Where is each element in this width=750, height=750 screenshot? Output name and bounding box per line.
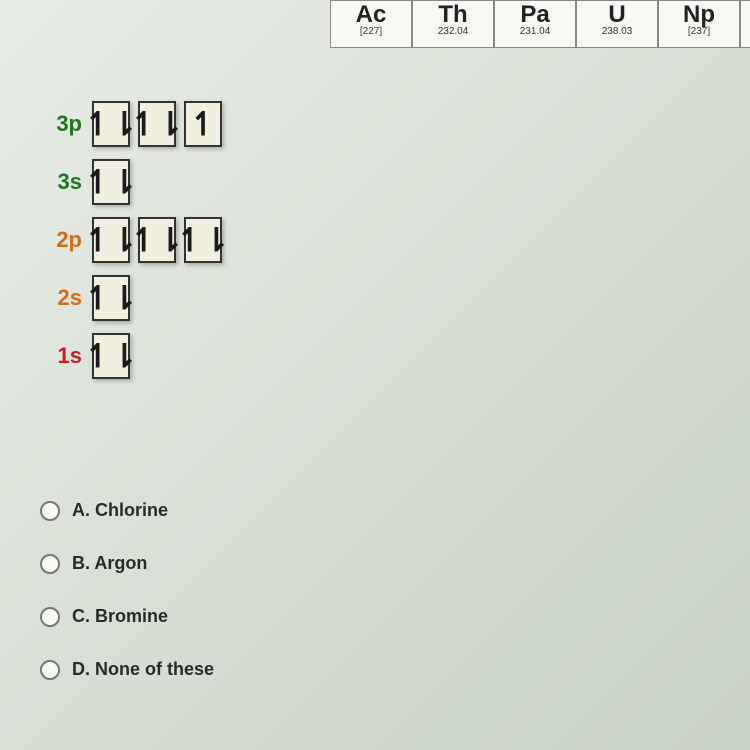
spin-up-arrow (84, 166, 111, 198)
orbital-row-2s: 2s (40, 274, 222, 322)
radio-button[interactable] (40, 607, 60, 627)
orbital-label: 3p (40, 111, 82, 137)
spin-up-arrow (84, 282, 111, 314)
orbital-box (92, 159, 130, 205)
orbital-box (138, 217, 176, 263)
answer-option-b[interactable]: B. Argon (40, 553, 214, 574)
orbital-row-3s: 3s (40, 158, 222, 206)
orbital-label: 2s (40, 285, 82, 311)
element-cell-partial (740, 0, 750, 48)
element-symbol: Ac-- (331, 3, 411, 27)
periodic-table-row: Ac--[227]Th--232.04Pa--231.04U--238.03Np… (330, 0, 750, 48)
element-mass: [237] (659, 27, 739, 37)
answer-text: A. Chlorine (72, 500, 168, 521)
orbital-box (184, 101, 222, 147)
orbital-box (92, 101, 130, 147)
element-cell-np: Np--[237] (658, 0, 740, 48)
spin-up-arrow (176, 224, 203, 256)
answer-text: C. Bromine (72, 606, 168, 627)
orbital-box (92, 275, 130, 321)
radio-button[interactable] (40, 660, 60, 680)
element-mass: [227] (331, 27, 411, 37)
answer-option-a[interactable]: A. Chlorine (40, 500, 214, 521)
orbital-box (184, 217, 222, 263)
spin-down-arrow (111, 340, 138, 372)
element-symbol: Th-- (413, 3, 493, 27)
orbital-box (138, 101, 176, 147)
element-symbol: U-- (577, 3, 657, 27)
orbital-box (92, 217, 130, 263)
electron-configuration-diagram: 3p 3s 2p 2s 1s (40, 100, 222, 390)
answer-option-c[interactable]: C. Bromine (40, 606, 214, 627)
spin-down-arrow (111, 166, 138, 198)
answer-option-d[interactable]: D. None of these (40, 659, 214, 680)
radio-button[interactable] (40, 501, 60, 521)
spin-down-arrow (111, 282, 138, 314)
element-cell-u: U--238.03 (576, 0, 658, 48)
element-mass: 231.04 (495, 27, 575, 37)
element-cell-ac: Ac--[227] (330, 0, 412, 48)
spin-up-arrow (190, 108, 217, 140)
spin-up-arrow (130, 108, 157, 140)
element-cell-pa: Pa--231.04 (494, 0, 576, 48)
element-symbol: Pa-- (495, 3, 575, 27)
element-mass: 238.03 (577, 27, 657, 37)
answer-text: D. None of these (72, 659, 214, 680)
element-cell-th: Th--232.04 (412, 0, 494, 48)
spin-up-arrow (130, 224, 157, 256)
element-symbol: Np-- (659, 3, 739, 27)
spin-up-arrow (84, 108, 111, 140)
answer-choices: A. Chlorine B. Argon C. Bromine D. None of … (40, 500, 214, 712)
spin-up-arrow (84, 340, 111, 372)
answer-text: B. Argon (72, 553, 147, 574)
orbital-row-2p: 2p (40, 216, 222, 264)
orbital-label: 2p (40, 227, 82, 253)
element-mass: 232.04 (413, 27, 493, 37)
spin-down-arrow (157, 108, 184, 140)
radio-button[interactable] (40, 554, 60, 574)
orbital-row-3p: 3p (40, 100, 222, 148)
orbital-box (92, 333, 130, 379)
spin-up-arrow (84, 224, 111, 256)
orbital-label: 1s (40, 343, 82, 369)
orbital-label: 3s (40, 169, 82, 195)
orbital-row-1s: 1s (40, 332, 222, 380)
spin-down-arrow (203, 224, 230, 256)
